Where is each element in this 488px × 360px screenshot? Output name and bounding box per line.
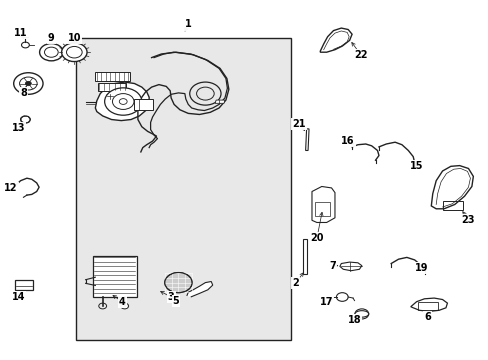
Ellipse shape [354, 311, 368, 317]
Bar [442, 201, 462, 210]
Text: 16: 16 [341, 136, 354, 146]
Polygon shape [215, 100, 224, 103]
Circle shape [354, 309, 368, 319]
Polygon shape [305, 129, 308, 150]
Text: 2: 2 [292, 278, 299, 288]
Bar [315, 202, 329, 216]
Text: 6: 6 [424, 312, 430, 322]
Polygon shape [410, 298, 447, 311]
Polygon shape [95, 72, 129, 81]
Polygon shape [430, 166, 472, 209]
Circle shape [14, 73, 43, 94]
Text: 17: 17 [319, 297, 333, 307]
Text: 9: 9 [48, 33, 55, 43]
Text: 5: 5 [172, 296, 179, 306]
Text: 14: 14 [12, 292, 25, 302]
Text: 19: 19 [414, 263, 427, 273]
Text: 23: 23 [461, 215, 474, 225]
Text: 10: 10 [67, 33, 81, 43]
Text: 11: 11 [14, 28, 27, 38]
Text: 1: 1 [184, 19, 191, 30]
Bar [134, 99, 153, 110]
Circle shape [40, 44, 63, 61]
Text: 15: 15 [409, 161, 423, 171]
Text: 20: 20 [309, 233, 323, 243]
Text: 22: 22 [353, 50, 367, 60]
Polygon shape [311, 186, 334, 222]
Text: 18: 18 [347, 315, 361, 325]
Circle shape [336, 293, 347, 301]
Text: 4: 4 [119, 297, 125, 307]
Text: 12: 12 [4, 183, 18, 193]
Circle shape [104, 88, 142, 115]
Text: 13: 13 [12, 123, 25, 133]
Text: 21: 21 [292, 119, 305, 129]
Polygon shape [320, 28, 351, 52]
Text: 3: 3 [167, 292, 174, 302]
Circle shape [61, 43, 87, 62]
Bar [93, 256, 137, 297]
Text: 7: 7 [328, 261, 335, 271]
Bar [417, 302, 437, 310]
Bar [303, 239, 306, 274]
Polygon shape [98, 83, 126, 91]
Circle shape [164, 273, 192, 293]
Polygon shape [186, 282, 212, 297]
Polygon shape [339, 262, 361, 271]
Polygon shape [95, 82, 149, 121]
Bar [15, 280, 33, 290]
Bar [76, 38, 290, 340]
Text: 8: 8 [20, 88, 27, 98]
Circle shape [25, 81, 31, 86]
